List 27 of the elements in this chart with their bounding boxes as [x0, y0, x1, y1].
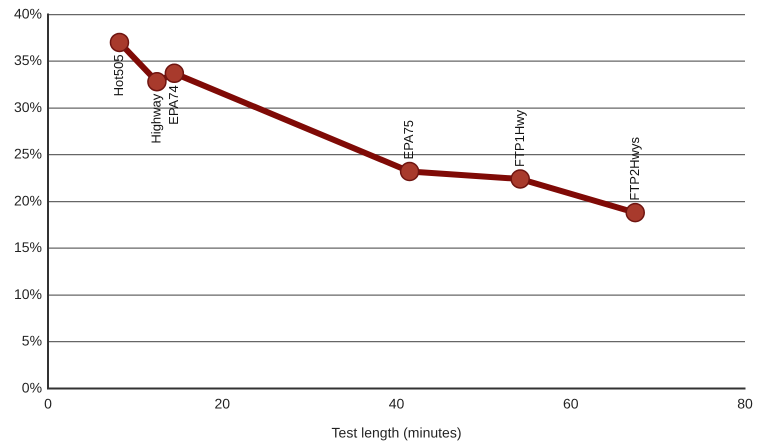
y-tick-label: 35% — [14, 52, 42, 68]
point — [510, 169, 530, 189]
x-tick-label: 40 — [388, 396, 405, 412]
x-tick-label: 0 — [44, 396, 52, 412]
y-tick-label: 30% — [14, 98, 42, 115]
point — [400, 162, 420, 182]
y-tick-label: 40% — [14, 5, 42, 22]
point — [625, 202, 645, 222]
point — [110, 32, 130, 52]
y-tick-label: 20% — [14, 192, 42, 208]
y-tick-label: 5% — [22, 332, 42, 349]
y-tick-label: 25% — [14, 146, 42, 162]
annotation: EPA74 — [166, 85, 181, 125]
annotation: EPA75 — [401, 120, 416, 160]
x-tick-label: 60 — [562, 396, 579, 412]
point — [147, 72, 167, 92]
x-tick-label: 80 — [737, 396, 753, 412]
annotation: Hot505 — [111, 54, 126, 96]
annotation: FTP1Hwy — [512, 109, 527, 167]
point — [164, 64, 184, 84]
x-axis-title: Test length (minutes) — [332, 424, 462, 440]
annotation: Highway — [148, 93, 164, 144]
y-tick-label: 15% — [14, 239, 42, 256]
annotation: FTP2Hwys — [626, 136, 642, 201]
y-tick-label: 10% — [14, 286, 42, 302]
x-tick-label: 20 — [214, 396, 230, 412]
y-tick-label: 0% — [22, 379, 42, 396]
